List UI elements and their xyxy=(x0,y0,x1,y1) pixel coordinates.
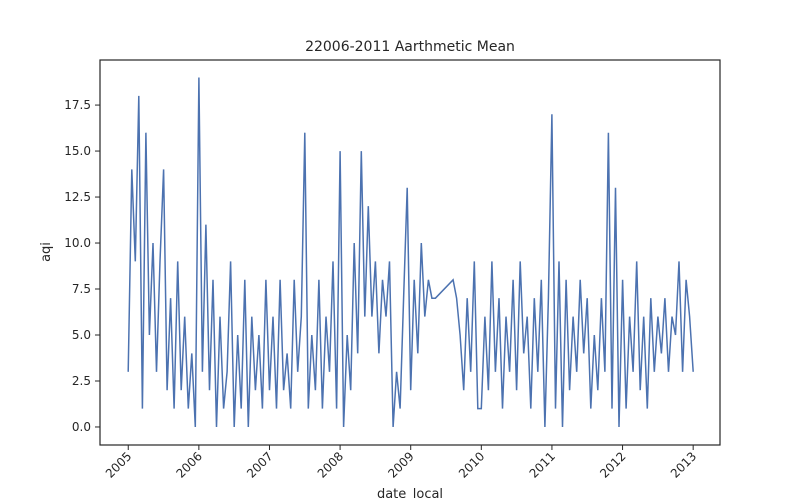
chart-title: 22006-2011 Aarthmetic Mean xyxy=(305,39,515,55)
x-tick-label: 2010 xyxy=(456,449,487,480)
data-line xyxy=(127,77,694,428)
y-tick-label: 5.0 xyxy=(72,328,91,342)
y-tick-label: 10.0 xyxy=(64,236,91,250)
x-tick-label: 2008 xyxy=(315,449,346,480)
x-tick-label: 2011 xyxy=(527,449,558,480)
y-axis-label: aqi xyxy=(39,242,54,262)
y-tick-label: 17.5 xyxy=(64,98,91,112)
y-tick-label: 7.5 xyxy=(72,282,91,296)
x-tick-label: 2006 xyxy=(173,449,204,480)
plot-frame xyxy=(99,59,721,446)
y-tick-label: 0.0 xyxy=(72,420,91,434)
y-tick-label: 15.0 xyxy=(64,144,91,158)
x-tick-label: 2013 xyxy=(668,449,699,480)
x-tick-label: 2007 xyxy=(244,449,275,480)
x-axis-label: date_local xyxy=(377,487,443,500)
x-tick-label: 2012 xyxy=(597,449,628,480)
x-tick-label: 2005 xyxy=(103,449,134,480)
y-tick-label: 2.5 xyxy=(72,374,91,388)
x-tick-label: 2009 xyxy=(385,449,416,480)
y-tick-label: 12.5 xyxy=(64,190,91,204)
